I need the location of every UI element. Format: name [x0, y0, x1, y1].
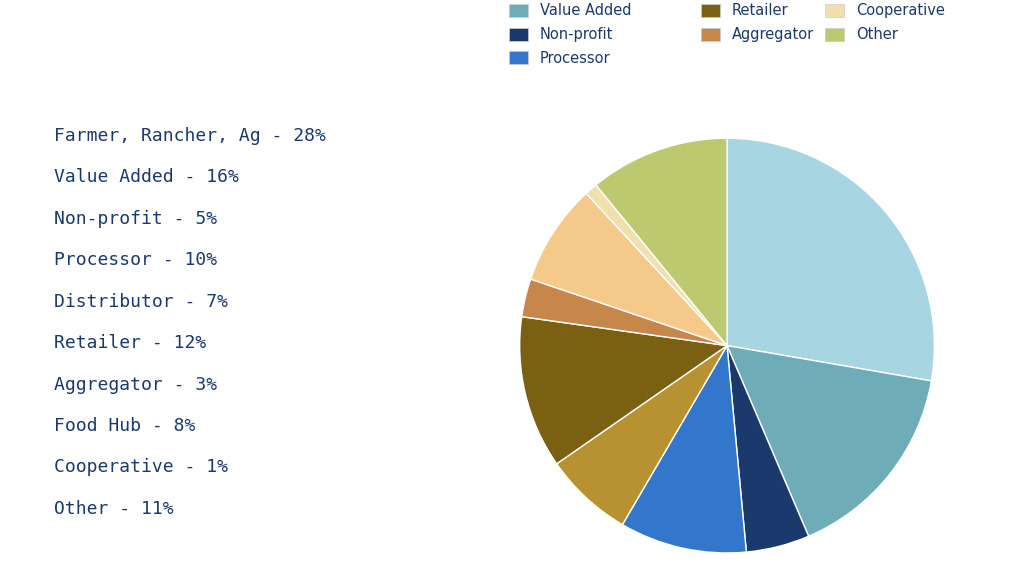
Text: Value Added - 16%: Value Added - 16% — [54, 168, 239, 186]
Wedge shape — [530, 194, 727, 346]
Wedge shape — [520, 317, 727, 464]
Wedge shape — [521, 279, 727, 346]
Wedge shape — [727, 346, 809, 552]
Legend: Farmer, Rancher, Ag, Value Added, Non-profit, Processor, Distributor, Retailer, : Farmer, Rancher, Ag, Value Added, Non-pr… — [509, 0, 945, 66]
Text: Non-profit - 5%: Non-profit - 5% — [54, 210, 217, 228]
Text: Farmer, Rancher, Ag - 28%: Farmer, Rancher, Ag - 28% — [54, 127, 326, 145]
Wedge shape — [596, 138, 727, 346]
Text: Food Hub - 8%: Food Hub - 8% — [54, 417, 196, 435]
Wedge shape — [586, 185, 727, 346]
Wedge shape — [727, 346, 932, 536]
Text: Cooperative - 1%: Cooperative - 1% — [54, 458, 228, 476]
Text: Retailer - 12%: Retailer - 12% — [54, 334, 206, 352]
Wedge shape — [727, 138, 934, 381]
Text: Aggregator - 3%: Aggregator - 3% — [54, 376, 217, 393]
Wedge shape — [557, 346, 727, 525]
Text: Distributor - 7%: Distributor - 7% — [54, 293, 228, 310]
Text: Processor - 10%: Processor - 10% — [54, 251, 217, 269]
Text: Other - 11%: Other - 11% — [54, 500, 174, 518]
Wedge shape — [623, 346, 746, 553]
